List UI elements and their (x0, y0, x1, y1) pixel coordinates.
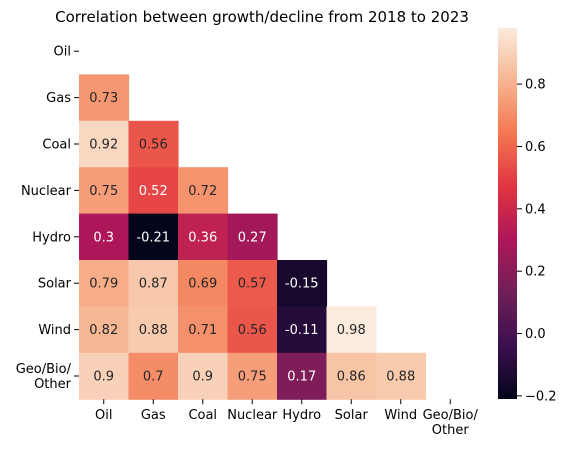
heatmap-cell (128, 213, 179, 261)
heatmap-cell (79, 352, 130, 400)
y-tick-label: Hydro (32, 230, 71, 245)
y-tick-label: Coal (42, 138, 71, 153)
cell-value-label: 0.56 (139, 138, 168, 153)
heatmap-cell (277, 306, 328, 354)
colorbar (498, 28, 517, 399)
cell-value-label: 0.7 (143, 370, 164, 385)
cell-value-label: 0.71 (188, 323, 217, 338)
cell-value-label: 0.36 (188, 230, 217, 245)
heatmap-cell (227, 213, 278, 261)
colorbar-tick-label: 0.8 (525, 78, 546, 93)
cell-value-label: 0.75 (89, 184, 118, 199)
heatmap-cell (227, 306, 278, 354)
cell-value-label: 0.27 (238, 230, 267, 245)
heatmap-cell (79, 74, 130, 122)
heatmap-cell (326, 306, 377, 354)
y-tick-label: Wind (38, 323, 71, 338)
y-tick-label: Gas (46, 91, 71, 106)
heatmap-cell (128, 260, 179, 307)
x-axis-labels: Oil Gas Coal Nuclear Hydro Solar Wind Geo/Bio/O… (95, 399, 478, 438)
x-tick-label: Nuclear (227, 408, 278, 423)
heatmap-cell (178, 167, 229, 215)
cell-value-label: 0.73 (89, 91, 118, 106)
y-tick-label: Solar (38, 277, 72, 292)
colorbar-tick-label: 0.6 (525, 140, 546, 155)
heatmap-cell (128, 306, 179, 354)
cell-value-label: 0.9 (93, 370, 114, 385)
heatmap-cell (178, 213, 229, 261)
y-tick-label: Nuclear (21, 184, 72, 199)
cell-value-label: 0.79 (89, 277, 118, 292)
cell-value-label: 0.69 (188, 277, 217, 292)
x-tick-label: Geo/Bio/Other (423, 408, 479, 438)
cell-value-label: 0.75 (238, 370, 267, 385)
cell-value-label: 0.57 (238, 277, 267, 292)
cell-value-label: 0.86 (337, 370, 366, 385)
heatmap-cell (227, 260, 278, 307)
colorbar-tick-label: 0.2 (525, 265, 546, 280)
x-tick-label: Oil (95, 408, 112, 423)
x-tick-label: Solar (335, 408, 369, 423)
cell-value-label: 0.98 (337, 323, 366, 338)
cell-value-label: -0.11 (285, 323, 319, 338)
cell-value-label: 0.9 (192, 370, 213, 385)
heatmap-cell (79, 213, 130, 261)
y-axis-labels: Oil Gas Coal Nuclear Hydro Solar Wind Geo/Bio/O… (16, 45, 79, 392)
x-tick-label: Hydro (282, 408, 321, 423)
cell-value-label: 0.87 (139, 277, 168, 292)
y-tick-label: Oil (54, 45, 71, 60)
colorbar-tick-label: 0.0 (525, 327, 546, 342)
cell-value-label: 0.88 (386, 370, 415, 385)
cell-value-label: 0.72 (188, 184, 217, 199)
colorbar-tick-label: −0.2 (525, 389, 557, 404)
heatmap-cell (178, 306, 229, 354)
heatmap-cell (79, 167, 130, 215)
cell-value-label: 0.17 (287, 370, 316, 385)
x-tick-label: Wind (384, 408, 417, 423)
colorbar-tick-label: 0.4 (525, 202, 546, 217)
x-tick-label: Gas (141, 408, 166, 423)
x-tick-label: Coal (188, 408, 217, 423)
cell-value-label: -0.21 (136, 230, 170, 245)
chart-title: Correlation between growth/decline from … (55, 8, 469, 26)
cell-value-label: 0.92 (89, 138, 118, 153)
cell-value-label: -0.15 (285, 277, 319, 292)
heatmap-cell (79, 306, 130, 354)
cell-value-label: 0.3 (93, 230, 114, 245)
heatmap-cell (128, 352, 179, 400)
heatmap-cell (376, 352, 427, 400)
heatmap-cell (277, 260, 328, 307)
heatmap-cell (178, 260, 229, 307)
y-tick-label: Geo/Bio/Other (16, 362, 72, 392)
heatmap-cell (79, 120, 130, 168)
heatmap-cell (128, 120, 179, 168)
heatmap-cell (277, 352, 328, 400)
cell-value-label: 0.82 (89, 323, 118, 338)
cell-value-label: 0.88 (139, 323, 168, 338)
heatmap-cell (227, 352, 278, 400)
heatmap-cell (178, 352, 229, 400)
colorbar-ticks: −0.2 0.0 0.2 0.4 0.6 0.8 (517, 78, 557, 404)
heatmap-cells: 0.73 0.92 0.56 0.75 0.52 0.72 0.3 -0.21 0.36 0.27… (79, 74, 427, 400)
heatmap-cell (79, 260, 130, 307)
cell-value-label: 0.52 (139, 184, 168, 199)
heatmap-cell (128, 167, 179, 215)
cell-value-label: 0.56 (238, 323, 267, 338)
heatmap-cell (326, 352, 377, 400)
